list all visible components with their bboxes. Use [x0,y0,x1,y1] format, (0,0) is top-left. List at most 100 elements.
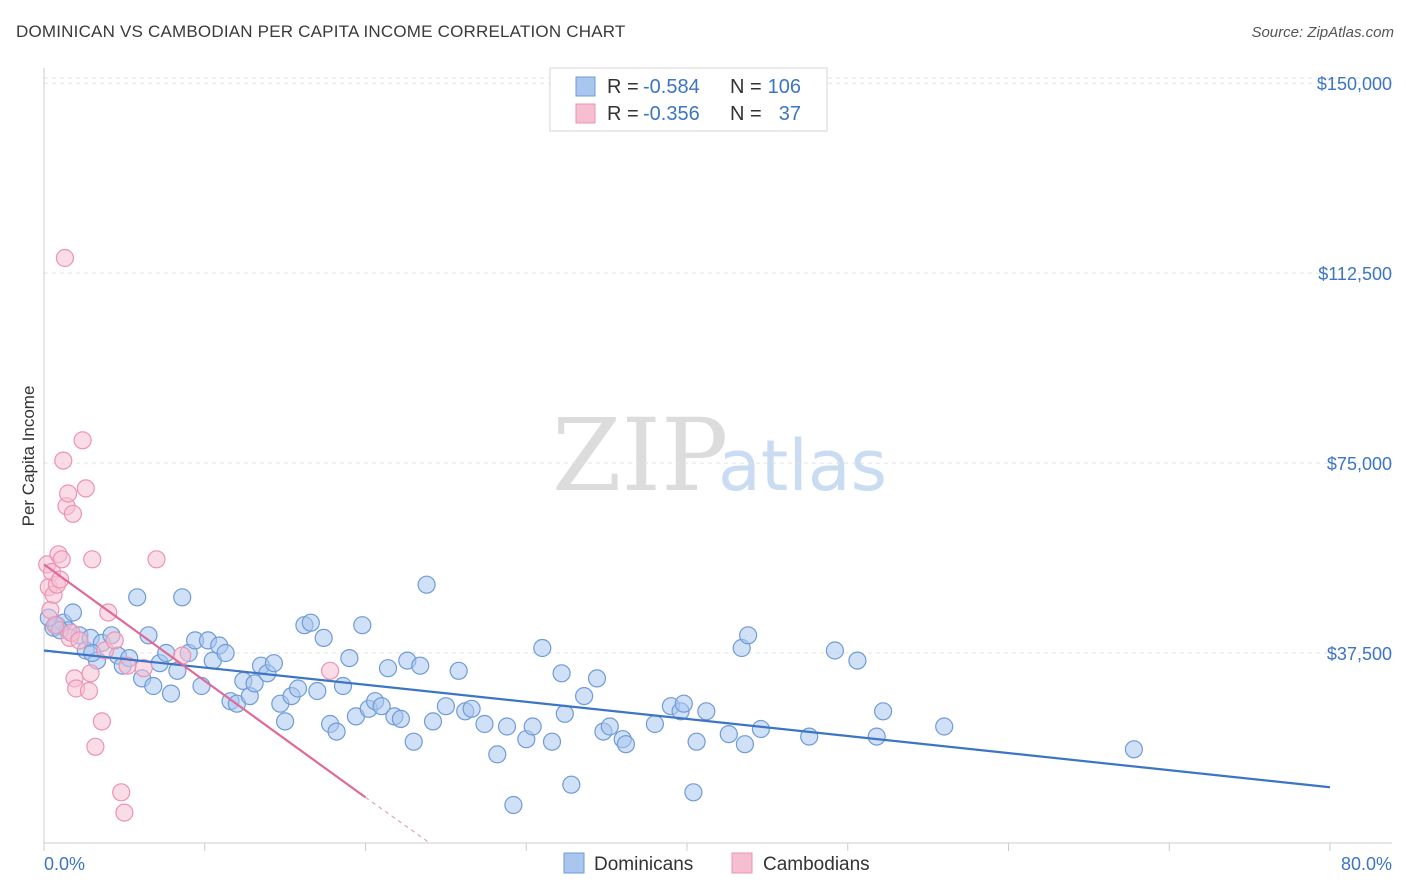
cambodian-point-21 [79,681,99,701]
cambodian-point-22 [83,550,102,569]
dominican-point-68 [488,745,507,764]
dominican-point-34 [245,674,264,693]
dominican-point-54 [372,697,391,716]
dominican-point-61 [417,575,436,594]
y-tick-label-1: $75,000 [1327,454,1392,474]
y-axis-tick-labels: $37,500 $75,000 $112,500 $150,000 [1317,74,1392,664]
correlation-legend: R = -0.584 N = 106 R = -0.356 N = 37 [549,67,828,132]
dominican-point-39 [276,712,295,731]
legend-swatch-cambodians [575,103,596,124]
cambodian-point-2 [41,600,60,620]
dominican-point-17 [144,676,163,696]
dominican-point-49 [340,648,359,668]
dominican-point-77 [562,775,581,794]
dominican-point-75 [552,664,571,683]
x-tick-label-left: 0.0% [44,854,85,874]
dominican-point-70 [504,795,523,815]
dominican-point-81 [600,717,619,736]
series-cambodians-points [38,248,340,822]
dominican-point-95 [751,719,771,739]
dominican-point-55 [378,659,398,678]
dominican-point-87 [674,694,693,713]
cambodian-point-29 [115,803,134,822]
dominican-point-91 [719,724,738,744]
cambodian-point-15 [63,504,83,523]
legend-n-value-dominicans: 106 [768,76,801,98]
legend-r-value-dominicans: -0.584 [643,76,700,98]
watermark-zip: ZIP [552,397,728,514]
cambodian-point-27 [105,631,124,650]
dominican-point-63 [436,697,455,716]
legend-n-value-cambodians: 37 [779,103,801,125]
dominican-point-84 [645,714,665,734]
cambodian-point-8 [50,570,70,589]
cambodian-point-19 [73,431,92,450]
cambodian-point-5 [46,616,65,635]
legend-n-label-cambodians: N = [730,103,762,125]
bottom-legend-label-dominicans: Dominicans [594,854,693,875]
dominican-point-74 [542,732,562,751]
gridlines [44,77,1392,654]
dominican-point-41 [288,679,308,698]
dominican-point-37 [264,654,283,673]
cambodian-point-12 [58,484,78,503]
trend-line-cambodians [43,563,367,799]
dominican-point-60 [411,656,430,675]
dominican-point-57 [391,709,410,729]
dominican-point-62 [423,712,443,731]
dominican-point-69 [497,717,517,736]
dominican-point-20 [161,684,181,703]
dominican-point-47 [327,722,346,741]
dominican-point-97 [825,641,845,660]
bottom-legend-swatch-dominicans [563,852,585,874]
dominican-point-51 [353,616,372,635]
axes [43,68,1392,844]
dominican-point-43 [301,613,320,632]
bottom-legend-label-cambodians: Cambodians [763,854,870,875]
cambodian-point-20 [76,479,95,498]
dominican-point-99 [867,727,886,746]
watermark: ZIP atlas [552,397,887,514]
series-legend: Dominicans Cambodians [563,852,870,875]
legend-n-label-dominicans: N = [730,76,762,98]
dominican-point-89 [687,732,706,751]
y-tick-label-3: $150,000 [1317,74,1392,94]
x-axis-ticks [43,843,1331,851]
y-tick-label-0: $37,500 [1327,644,1392,664]
dominican-point-90 [697,702,716,721]
cambodian-point-31 [134,659,153,678]
dominican-point-25 [192,676,211,696]
y-tick-label-2: $112,500 [1318,264,1392,284]
dominican-point-29 [216,643,235,663]
legend-box [549,67,828,132]
cambodian-point-32 [147,550,166,569]
legend-r-value-cambodians: -0.356 [643,103,700,125]
dominican-point-88 [684,783,703,802]
cambodian-point-28 [112,783,131,802]
dominican-point-14 [128,588,147,607]
legend-swatch-dominicans [575,76,596,97]
chart-title: DOMINICAN VS CAMBODIAN PER CAPITA INCOME… [16,22,626,41]
cambodian-point-10 [55,248,75,268]
cambodian-point-35 [81,664,100,683]
dominican-point-83 [616,735,636,754]
dominican-point-67 [475,714,494,734]
cambodian-point-34 [321,661,340,680]
dominican-point-98 [848,651,867,670]
x-tick-label-right: 80.0% [1341,854,1392,874]
dominican-point-78 [574,686,594,706]
dominican-point-100 [873,702,893,721]
bottom-legend-swatch-cambodians [731,852,753,874]
dominican-point-93 [735,735,755,754]
trend-line-cambodians-extension [365,796,431,844]
dominican-point-44 [308,681,327,701]
dominican-point-59 [404,732,423,751]
trend-line-dominicans [43,649,1331,789]
dominican-point-66 [462,699,481,718]
dominican-point-45 [314,628,333,648]
dominican-point-101 [935,717,954,736]
dominican-point-73 [533,638,552,658]
dominican-point-76 [555,704,574,723]
cambodian-point-36 [52,550,71,569]
